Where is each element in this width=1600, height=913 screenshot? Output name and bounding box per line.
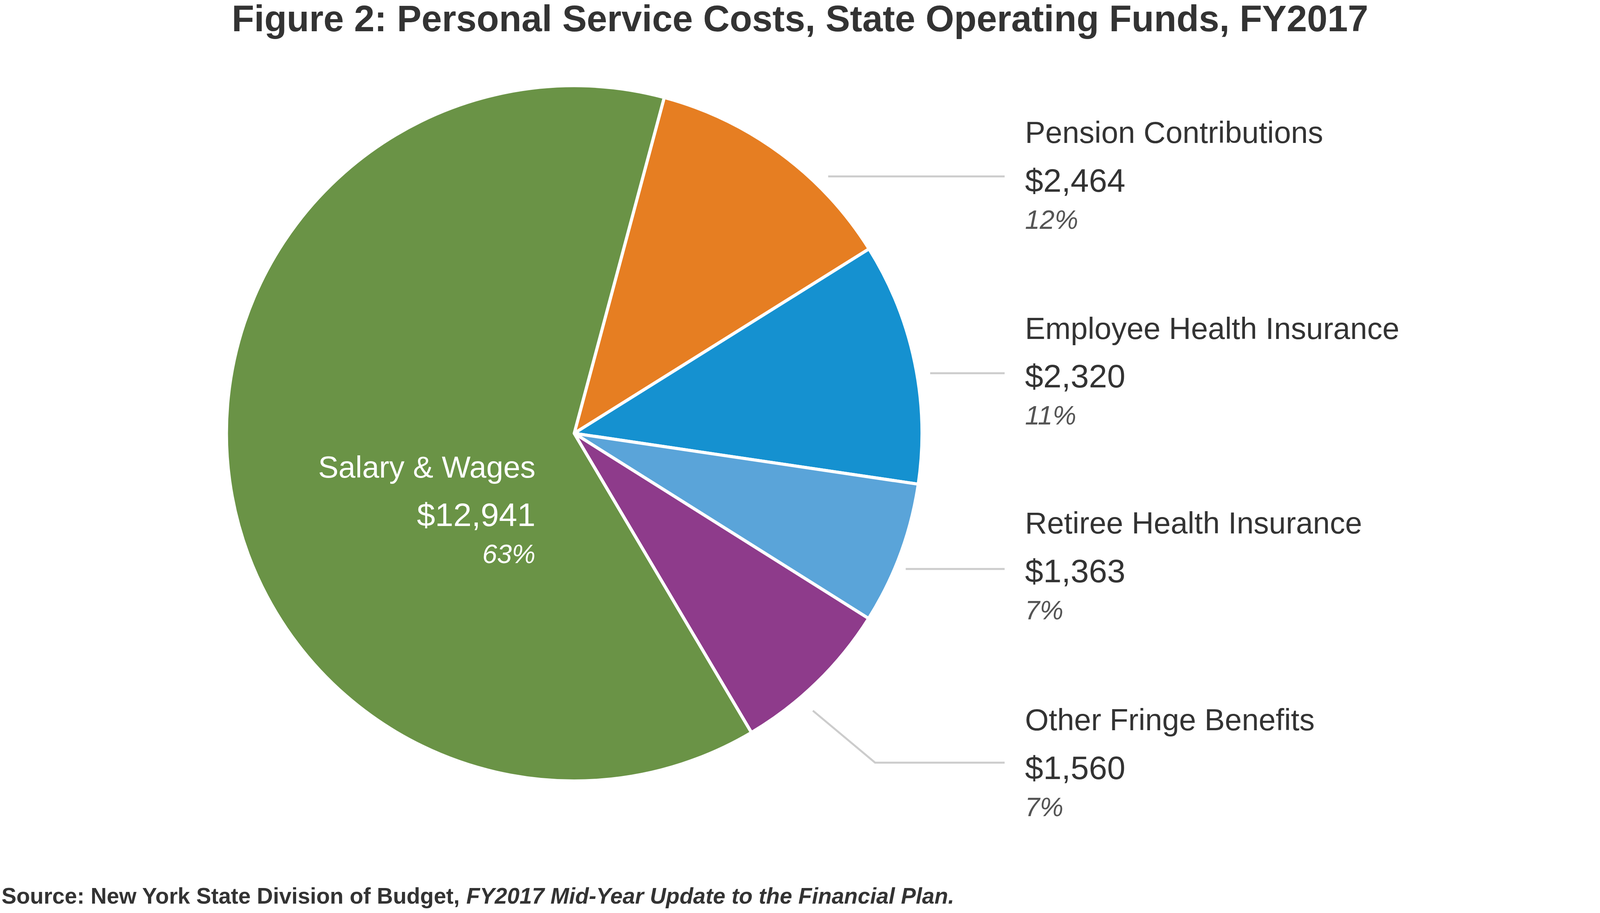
- svg-text:11%: 11%: [1025, 400, 1077, 431]
- svg-text:$2,320: $2,320: [1025, 357, 1126, 395]
- svg-text:FY2017 Mid-Year Update to the: FY2017 Mid-Year Update to the Financial …: [466, 883, 955, 909]
- svg-text:$2,464: $2,464: [1025, 162, 1126, 199]
- svg-text:Salary & Wages: Salary & Wages: [317, 450, 536, 485]
- svg-text:Source: New York State Divisio: Source: New York State Division of Budge…: [1, 883, 467, 909]
- svg-text:Pension Contributions: Pension Contributions: [1025, 115, 1324, 150]
- svg-text:$1,560: $1,560: [1025, 749, 1126, 787]
- svg-text:Employee Health Insurance: Employee Health Insurance: [1025, 311, 1400, 346]
- svg-text:$1,363: $1,363: [1025, 552, 1126, 590]
- svg-text:7%: 7%: [1025, 792, 1064, 822]
- svg-text:12%: 12%: [1025, 204, 1079, 235]
- svg-text:Other Fringe Benefits: Other Fringe Benefits: [1025, 702, 1315, 738]
- svg-text:63%: 63%: [482, 539, 536, 569]
- svg-text:7%: 7%: [1025, 595, 1064, 625]
- svg-text:Figure 2: Personal Service Cos: Figure 2: Personal Service Costs, State …: [231, 0, 1369, 40]
- svg-text:$12,941: $12,941: [416, 496, 536, 534]
- svg-text:Retiree Health Insurance: Retiree Health Insurance: [1025, 505, 1363, 541]
